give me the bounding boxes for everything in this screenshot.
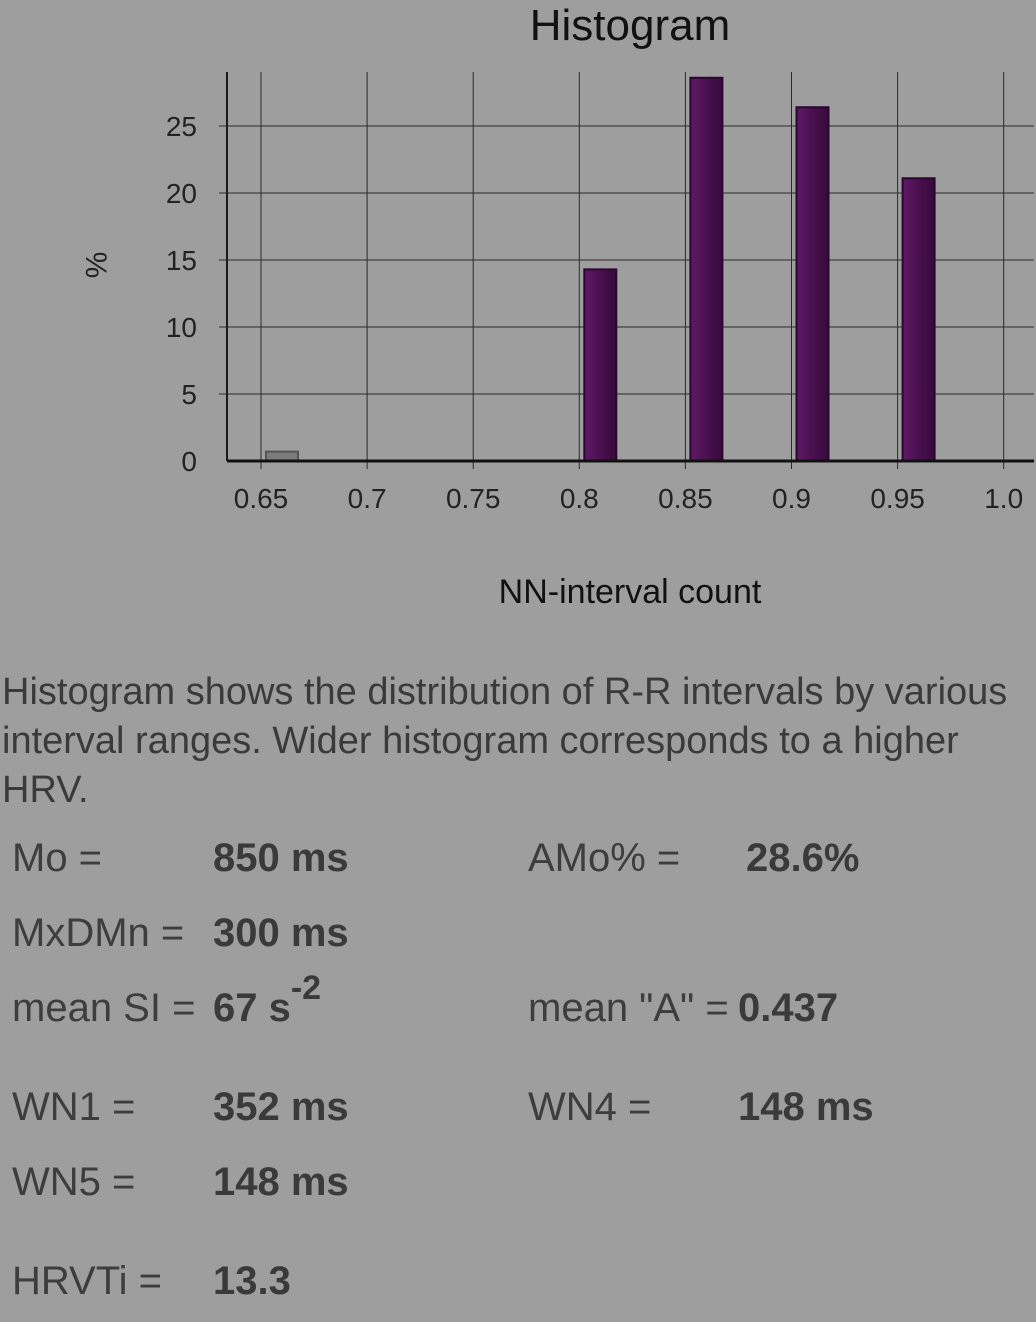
wn1-value: 352 ms: [213, 1085, 349, 1129]
x-tick-label: 0.8: [560, 483, 599, 514]
histogram-bar: [689, 76, 724, 462]
histogram-chart: Histogram 0.65 0.7 0.75 0.8 0.85 0.9 0.95 1.0 0 5 1…: [0, 0, 1036, 640]
y-tick-label: 15: [166, 245, 197, 276]
a-label: mean "A" =: [528, 986, 729, 1030]
x-tick-label: 0.95: [870, 483, 925, 514]
si-exponent: -2: [290, 969, 322, 1007]
y-tick-label: 5: [181, 379, 197, 410]
x-tick-label: 0.65: [234, 483, 289, 514]
mo-label: Mo =: [12, 836, 103, 880]
y-tick-label: 25: [166, 111, 197, 142]
mxdmn-value: 300 ms: [213, 911, 349, 955]
x-tick-label: 1.0: [984, 483, 1023, 514]
x-tick-label: 0.7: [348, 483, 387, 514]
mo-value: 850 ms: [213, 836, 349, 880]
amo-label: AMo% =: [528, 836, 681, 880]
si-value-text: 67 s: [213, 986, 291, 1030]
amo-value: 28.6%: [746, 836, 860, 880]
hrvti-label: HRVTi =: [12, 1259, 163, 1303]
y-tick-label: 20: [166, 178, 197, 209]
chart-title: Histogram: [530, 1, 731, 50]
wn4-label: WN4 =: [528, 1085, 652, 1129]
histogram-description: Histogram shows the distribution of R-R …: [2, 671, 1008, 811]
mxdmn-label: MxDMn =: [12, 911, 185, 955]
a-value: 0.437: [738, 986, 839, 1030]
y-tick-label: 0: [181, 446, 197, 477]
histogram-bar: [901, 177, 936, 462]
histogram-bar: [795, 106, 830, 463]
histogram-svg: Histogram 0.65 0.7 0.75 0.8 0.85 0.9 0.95 1.0 0 5 1…: [79, 1, 1034, 611]
wn5-value: 148 ms: [213, 1160, 349, 1204]
x-tick-label: 0.85: [658, 483, 713, 514]
wn4-value: 148 ms: [738, 1085, 874, 1129]
x-tick-label: 0.9: [772, 483, 811, 514]
si-value: 67 s-2: [213, 969, 321, 1031]
si-label: mean SI =: [12, 986, 196, 1030]
wn5-label: WN5 =: [12, 1160, 136, 1204]
x-axis-label: NN-interval count: [499, 573, 762, 611]
histogram-bar: [583, 268, 618, 462]
hrvti-value: 13.3: [213, 1259, 291, 1303]
x-tick-label: 0.75: [446, 483, 501, 514]
y-tick-label: 10: [166, 312, 197, 343]
y-axis-label: %: [79, 252, 112, 279]
wn1-label: WN1 =: [12, 1085, 136, 1129]
